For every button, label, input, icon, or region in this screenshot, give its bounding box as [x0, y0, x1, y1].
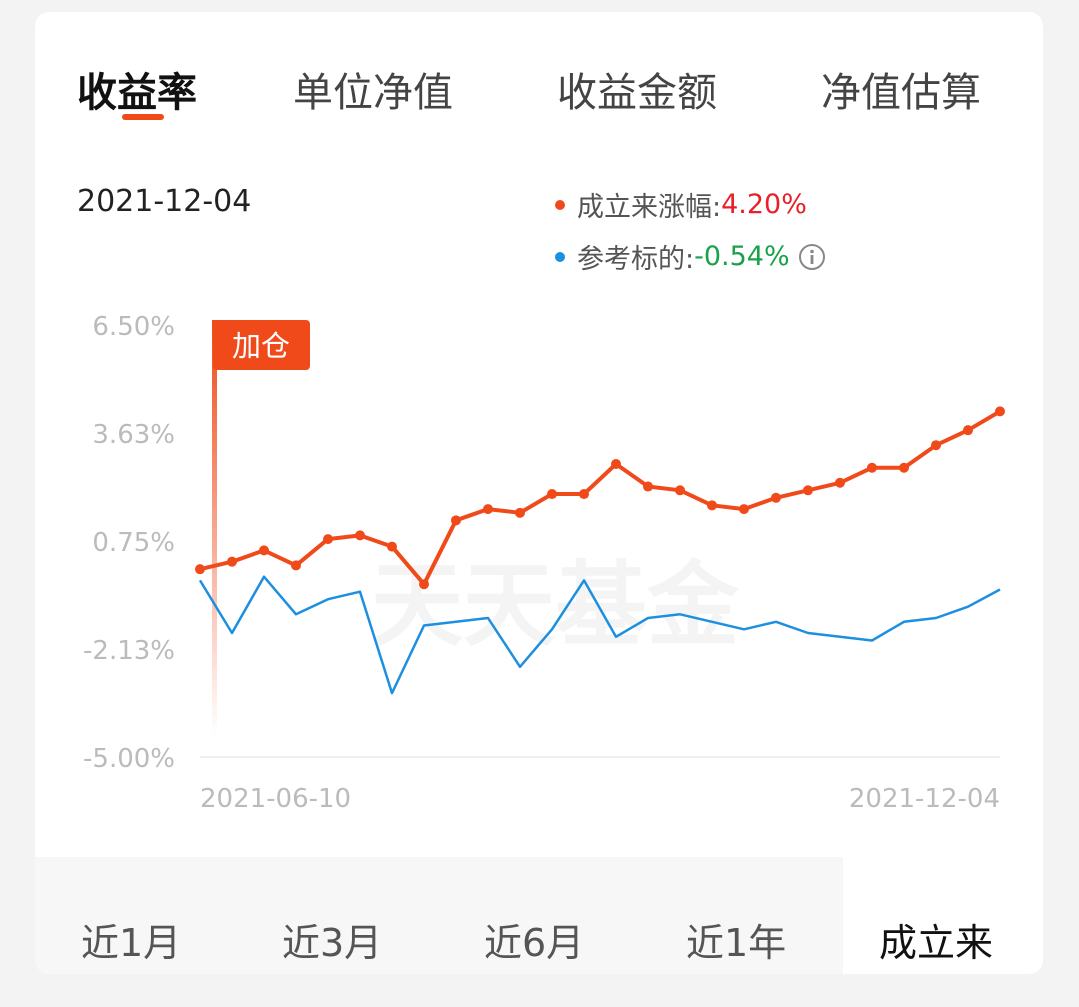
period-6m[interactable]: 近6月	[484, 921, 585, 965]
legend-fund-dot	[555, 199, 565, 210]
y-tick-label: 6.50%	[92, 312, 175, 342]
fund-data-point	[899, 462, 909, 473]
fund-data-point	[739, 504, 749, 515]
legend-benchmark-dot	[555, 251, 565, 262]
y-tick-label: -2.13%	[83, 636, 175, 666]
fund-data-point	[995, 406, 1005, 417]
info-circle-icon[interactable]	[798, 243, 826, 271]
fund-data-point	[483, 504, 493, 515]
tab-return-rate[interactable]: 收益率	[77, 70, 197, 116]
fund-data-point	[835, 477, 845, 488]
fund-data-point	[547, 489, 557, 500]
marker-badge[interactable]	[213, 320, 310, 370]
fund-data-point	[707, 500, 717, 511]
fund-data-point	[515, 507, 525, 518]
fund-data-point	[643, 481, 653, 492]
period-since-inception[interactable]: 成立来	[879, 921, 994, 965]
legend-benchmark: 参考标的: -0.54%	[555, 237, 826, 276]
benchmark-line	[198, 575, 1001, 695]
legend-fund: 成立来涨幅: 4.20%	[555, 185, 807, 224]
fund-chart-card: 收益率 单位净值 收益金额 净值估算 2021-12-04 成立来涨幅: 4.2…	[35, 12, 1043, 974]
fund-data-point	[931, 440, 941, 451]
y-tick-label: 0.75%	[92, 528, 175, 558]
x-tick-label: 2021-12-04	[849, 784, 1000, 814]
fund-data-point	[803, 485, 813, 496]
marker-label: 加仓	[232, 329, 290, 363]
fund-data-point	[195, 564, 205, 575]
tab-bar: 收益率 单位净值 收益金额 净值估算	[35, 12, 1043, 132]
period-1y[interactable]: 近1年	[686, 921, 787, 965]
x-tick-label: 2021-06-10	[200, 784, 351, 814]
fund-data-point	[291, 560, 301, 571]
period-1m[interactable]: 近1月	[81, 921, 182, 965]
fund-data-point	[355, 530, 365, 541]
y-tick-label: -5.00%	[83, 744, 175, 774]
legend-benchmark-name: 参考标的:	[577, 244, 695, 275]
fund-data-point	[451, 515, 461, 526]
fund-data-point	[771, 492, 781, 503]
fund-data-point	[227, 556, 237, 567]
fund-data-point	[419, 579, 429, 590]
legend-fund-name: 成立来涨幅:	[577, 192, 722, 223]
marker-line	[212, 320, 217, 735]
selected-date: 2021-12-04	[77, 184, 252, 219]
fund-data-point	[579, 489, 589, 500]
active-tab-indicator	[122, 114, 164, 120]
y-tick-label: 3.63%	[92, 420, 175, 450]
fund-data-point	[611, 458, 621, 469]
watermark: 天天基金	[371, 552, 740, 659]
tab-nav-estimate[interactable]: 净值估算	[821, 70, 981, 116]
return-chart[interactable]: 天天基金 6.50% 3.63% 0.75% -2.13% -5.00% 2021-06-…	[35, 12, 1043, 857]
legend-fund-value: 4.20%	[721, 189, 807, 220]
fund-data-point	[867, 462, 877, 473]
legend-benchmark-value: -0.54%	[694, 241, 790, 272]
tab-unit-nav[interactable]: 单位净值	[293, 70, 453, 116]
period-selector: 近1月 近3月 近6月 近1年 成立来	[35, 857, 1043, 974]
fund-return-line	[199, 409, 1002, 587]
fund-data-point	[323, 534, 333, 545]
period-3m[interactable]: 近3月	[282, 921, 383, 965]
tab-profit-amount[interactable]: 收益金额	[557, 70, 717, 116]
fund-data-point	[387, 541, 397, 552]
fund-data-point	[675, 485, 685, 496]
fund-data-point	[259, 545, 269, 556]
fund-data-point	[963, 425, 973, 436]
period-active-background	[843, 857, 1043, 974]
